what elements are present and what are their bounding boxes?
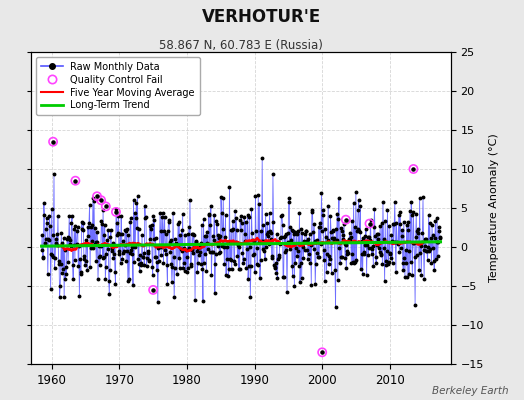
Point <box>97 197 105 203</box>
Point <box>365 220 374 227</box>
Point <box>318 349 326 356</box>
Point <box>49 138 57 145</box>
Title: 58.867 N, 60.783 E (Russia): 58.867 N, 60.783 E (Russia) <box>159 39 323 52</box>
Point <box>102 203 110 210</box>
Text: VERHOTUR'E: VERHOTUR'E <box>202 8 322 26</box>
Point <box>342 216 350 223</box>
Point <box>71 178 80 184</box>
Point <box>149 287 157 293</box>
Point <box>49 138 57 145</box>
Point <box>318 349 326 356</box>
Point <box>112 209 120 215</box>
Point <box>102 203 110 210</box>
Point <box>409 166 418 172</box>
Point <box>93 193 101 200</box>
Point <box>112 209 120 215</box>
Point <box>97 197 105 203</box>
Y-axis label: Temperature Anomaly (°C): Temperature Anomaly (°C) <box>489 134 499 282</box>
Point <box>71 178 80 184</box>
Text: Berkeley Earth: Berkeley Earth <box>432 386 508 396</box>
Point <box>365 220 374 227</box>
Point <box>342 216 350 223</box>
Point <box>93 193 101 200</box>
Point <box>149 287 157 293</box>
Legend: Raw Monthly Data, Quality Control Fail, Five Year Moving Average, Long-Term Tren: Raw Monthly Data, Quality Control Fail, … <box>36 57 200 115</box>
Point <box>409 166 418 172</box>
